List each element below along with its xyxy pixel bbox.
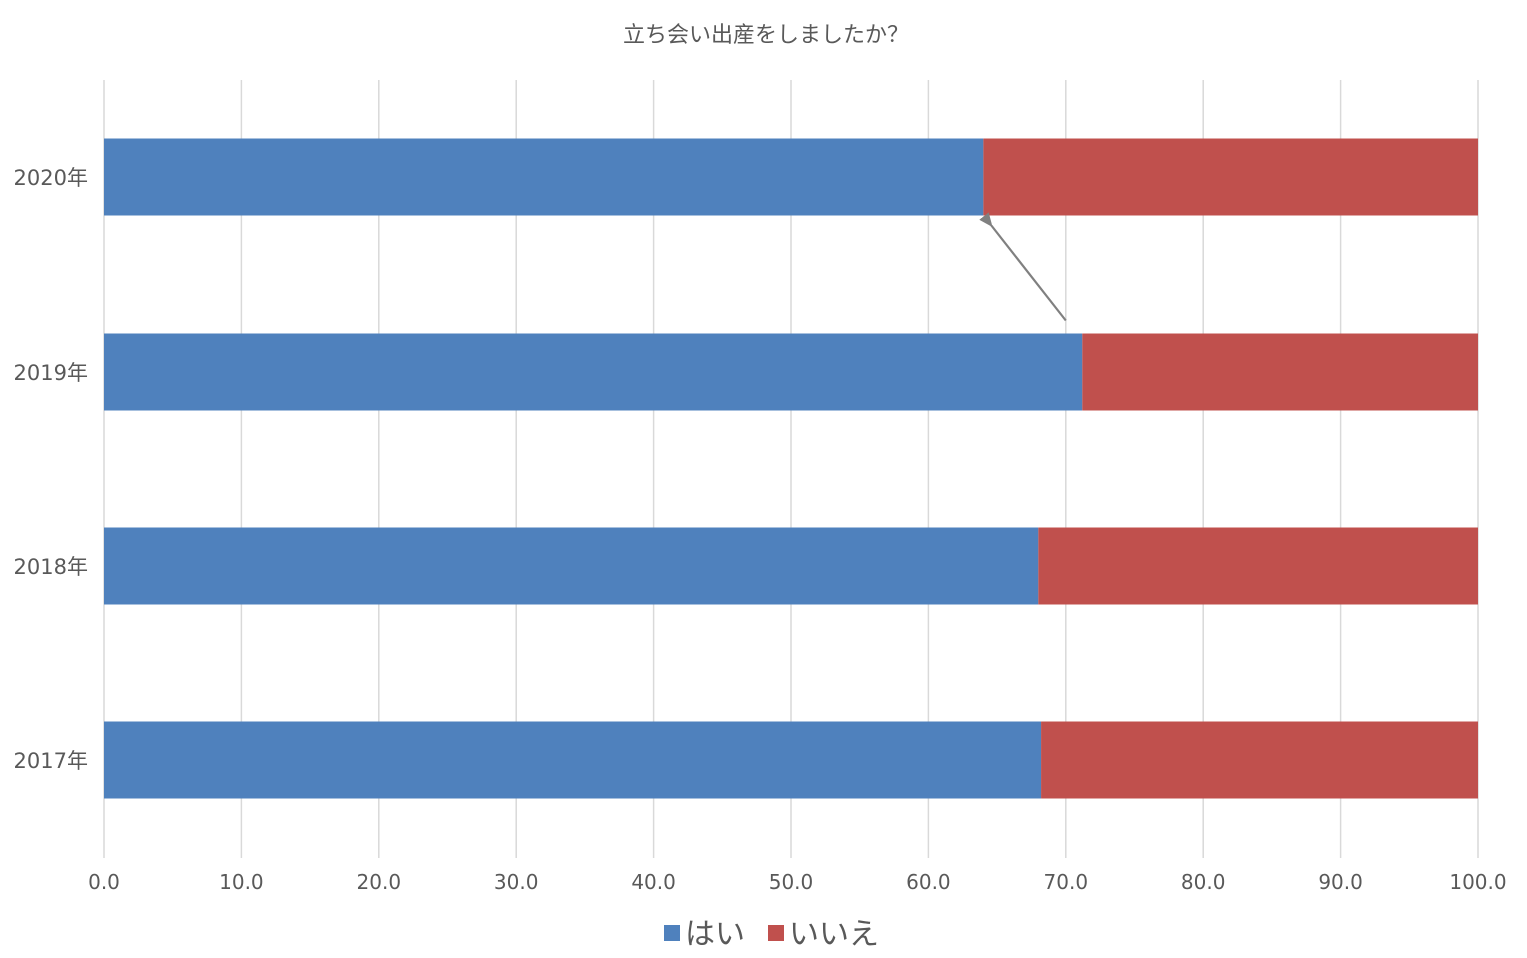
category-label: 2018年 (14, 555, 88, 579)
x-tick-label: 50.0 (769, 870, 814, 894)
bar-no (1038, 527, 1478, 605)
x-tick-label: 10.0 (219, 870, 264, 894)
bar-yes (104, 527, 1039, 605)
x-tick-label: 0.0 (88, 870, 120, 894)
category-label: 2017年 (14, 749, 88, 773)
x-tick-labels: 0.0 10.0 20.0 30.0 40.0 50.0 60.0 70.0 80.0 90.0 1… (88, 870, 1507, 894)
legend-swatch-no (768, 925, 784, 941)
bar-no (1041, 721, 1478, 799)
bar-yes (104, 333, 1083, 411)
x-tick-label: 30.0 (494, 870, 539, 894)
trend-arrow (979, 212, 1067, 322)
bar-yes (104, 138, 984, 216)
category-label: 2020年 (14, 166, 88, 190)
category-labels: 2020年 2019年 2018年 2017年 (14, 166, 88, 773)
bars (104, 138, 1478, 799)
x-tick-label: 60.0 (906, 870, 951, 894)
legend-label-no: いいえ (789, 917, 879, 952)
x-tick-label: 90.0 (1318, 870, 1363, 894)
bar-yes (104, 721, 1042, 799)
x-tick-label: 40.0 (631, 870, 676, 894)
annotations (979, 212, 1067, 322)
x-tick-label: 20.0 (357, 870, 402, 894)
x-tick-label: 100.0 (1449, 870, 1506, 894)
chart-title: 立ち会い出産をしましたか？ (623, 23, 909, 48)
category-label: 2019年 (14, 361, 88, 385)
legend-label-yes: はい (685, 917, 745, 952)
x-tick-label: 80.0 (1181, 870, 1226, 894)
bar-no (983, 138, 1478, 216)
bar-no (1082, 333, 1478, 411)
legend-swatch-yes (664, 925, 680, 941)
legend: はい いいえ (664, 917, 879, 952)
x-tick-label: 70.0 (1044, 870, 1089, 894)
